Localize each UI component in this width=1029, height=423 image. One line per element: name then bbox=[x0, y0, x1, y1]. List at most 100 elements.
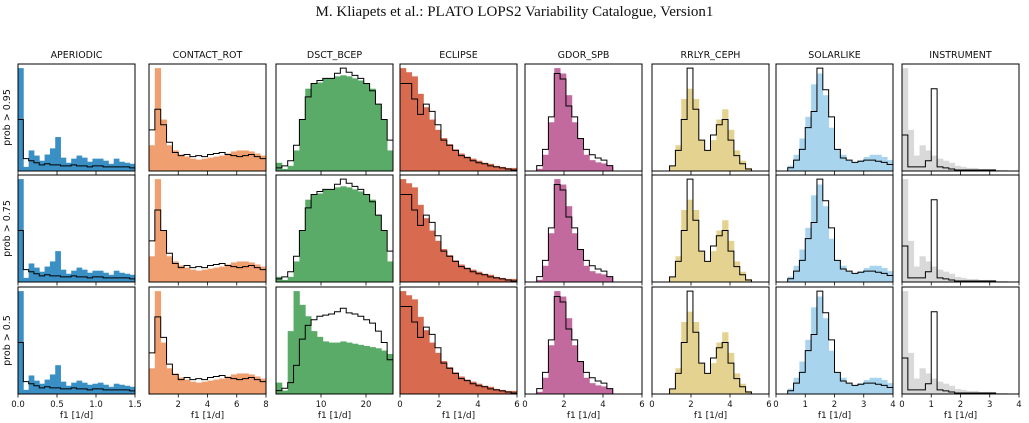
histogram-bar bbox=[357, 344, 365, 394]
histogram-bar bbox=[960, 277, 967, 282]
histogram-bar bbox=[733, 150, 741, 171]
histogram-bar bbox=[669, 276, 676, 282]
histogram-outline bbox=[399, 83, 518, 171]
histogram-bar bbox=[913, 155, 920, 171]
x-tick-label: 6 bbox=[234, 400, 239, 410]
x-tick-label: 10 bbox=[316, 400, 327, 410]
histogram-outline bbox=[17, 119, 136, 171]
row-label: prob > 0.75 bbox=[2, 200, 13, 257]
histogram-bar bbox=[931, 378, 938, 394]
histogram-bar bbox=[236, 261, 243, 282]
histogram-bar bbox=[352, 78, 359, 171]
panel-title: ECLIPSE bbox=[439, 50, 478, 61]
histogram-bar bbox=[913, 378, 920, 394]
histogram-bar bbox=[97, 270, 104, 282]
histogram-bar bbox=[1001, 169, 1008, 171]
histogram-bar bbox=[184, 156, 191, 171]
histogram-bar bbox=[536, 168, 543, 171]
histogram-bar bbox=[852, 385, 859, 394]
histogram-bar bbox=[103, 384, 109, 394]
histogram-bar bbox=[201, 269, 208, 282]
histogram-bar bbox=[698, 363, 706, 394]
panel-frame bbox=[651, 174, 770, 283]
histogram-bar bbox=[311, 331, 318, 394]
histogram-bar bbox=[213, 156, 220, 171]
histogram-bar bbox=[942, 160, 950, 171]
histogram-bar bbox=[601, 274, 608, 282]
histogram-bar bbox=[287, 276, 294, 282]
histogram-bar bbox=[805, 116, 812, 171]
histogram-bar bbox=[39, 160, 45, 171]
running-title: M. Kliapets et al.: PLATO LOPS2 Variabil… bbox=[315, 4, 714, 20]
histogram-bar bbox=[846, 160, 853, 171]
histogram-bar bbox=[334, 342, 341, 394]
histogram-bar bbox=[322, 189, 330, 282]
histogram-bar bbox=[595, 273, 602, 282]
histogram-bar bbox=[400, 179, 407, 282]
histogram-bar bbox=[87, 161, 93, 171]
histogram-bar bbox=[189, 269, 197, 282]
histogram-bar bbox=[446, 255, 454, 282]
row-label: prob > 0.95 bbox=[2, 89, 13, 146]
x-tick-label: 6 bbox=[514, 400, 519, 410]
histogram-outline bbox=[652, 67, 769, 172]
histogram-bar bbox=[322, 341, 330, 394]
x-tick-label: 4 bbox=[1016, 400, 1021, 410]
histogram-bar bbox=[387, 261, 394, 282]
histogram-outline bbox=[148, 209, 267, 282]
histogram-bar bbox=[745, 390, 752, 394]
histogram-outline bbox=[17, 230, 136, 282]
histogram-bar bbox=[195, 382, 203, 394]
histogram-bar bbox=[405, 72, 413, 171]
histogram-bar bbox=[887, 160, 894, 171]
histogram-bar bbox=[316, 336, 324, 394]
histogram-bar bbox=[881, 156, 888, 171]
histogram-bar bbox=[902, 68, 909, 171]
histogram-bar bbox=[92, 270, 99, 282]
histogram-bar bbox=[44, 154, 51, 171]
x-tick-label: 1 bbox=[803, 400, 808, 410]
histogram-bar bbox=[87, 272, 93, 282]
histogram-bar bbox=[119, 384, 125, 394]
histogram-bar bbox=[293, 291, 300, 394]
histogram-bar bbox=[919, 145, 926, 171]
histogram-bar bbox=[387, 353, 394, 394]
histogram-bar bbox=[172, 373, 179, 394]
histogram-bar bbox=[542, 265, 549, 282]
x-tick-label: 6 bbox=[766, 400, 771, 410]
histogram-bar bbox=[875, 377, 882, 394]
histogram-bar bbox=[357, 191, 365, 282]
histogram-bar bbox=[248, 374, 255, 394]
histogram-bar bbox=[172, 150, 179, 171]
x-axis-label: f1 [1/d] bbox=[567, 411, 600, 421]
histogram-bar bbox=[166, 145, 173, 171]
histogram-bar bbox=[816, 296, 824, 394]
histogram-bar bbox=[346, 187, 353, 282]
histogram-bar bbox=[583, 154, 590, 171]
panel-frame bbox=[17, 286, 136, 395]
histogram-bar bbox=[33, 155, 40, 171]
histogram-bar bbox=[722, 220, 729, 282]
histogram-bar bbox=[440, 138, 448, 171]
histogram-bar bbox=[328, 78, 335, 171]
histogram-bar bbox=[411, 299, 418, 394]
histogram-bar bbox=[452, 260, 459, 282]
histogram-bar bbox=[113, 270, 120, 282]
histogram-bar bbox=[793, 265, 800, 282]
histogram-bar bbox=[902, 179, 909, 282]
histogram-bar bbox=[357, 80, 365, 171]
histogram-bar bbox=[381, 119, 388, 171]
x-tick-label: 0 bbox=[522, 400, 527, 410]
histogram-bar bbox=[799, 138, 806, 171]
histogram-bar bbox=[108, 386, 115, 394]
histogram-bar bbox=[589, 383, 596, 394]
histogram-outline bbox=[652, 178, 769, 283]
histogram-bar bbox=[23, 389, 30, 394]
x-tick-label: 0 bbox=[649, 400, 654, 410]
histogram-bar bbox=[97, 382, 104, 394]
histogram-bar bbox=[681, 209, 688, 282]
histogram-outline bbox=[148, 108, 267, 171]
histogram-bar bbox=[942, 383, 950, 394]
histogram-bar bbox=[834, 260, 841, 282]
